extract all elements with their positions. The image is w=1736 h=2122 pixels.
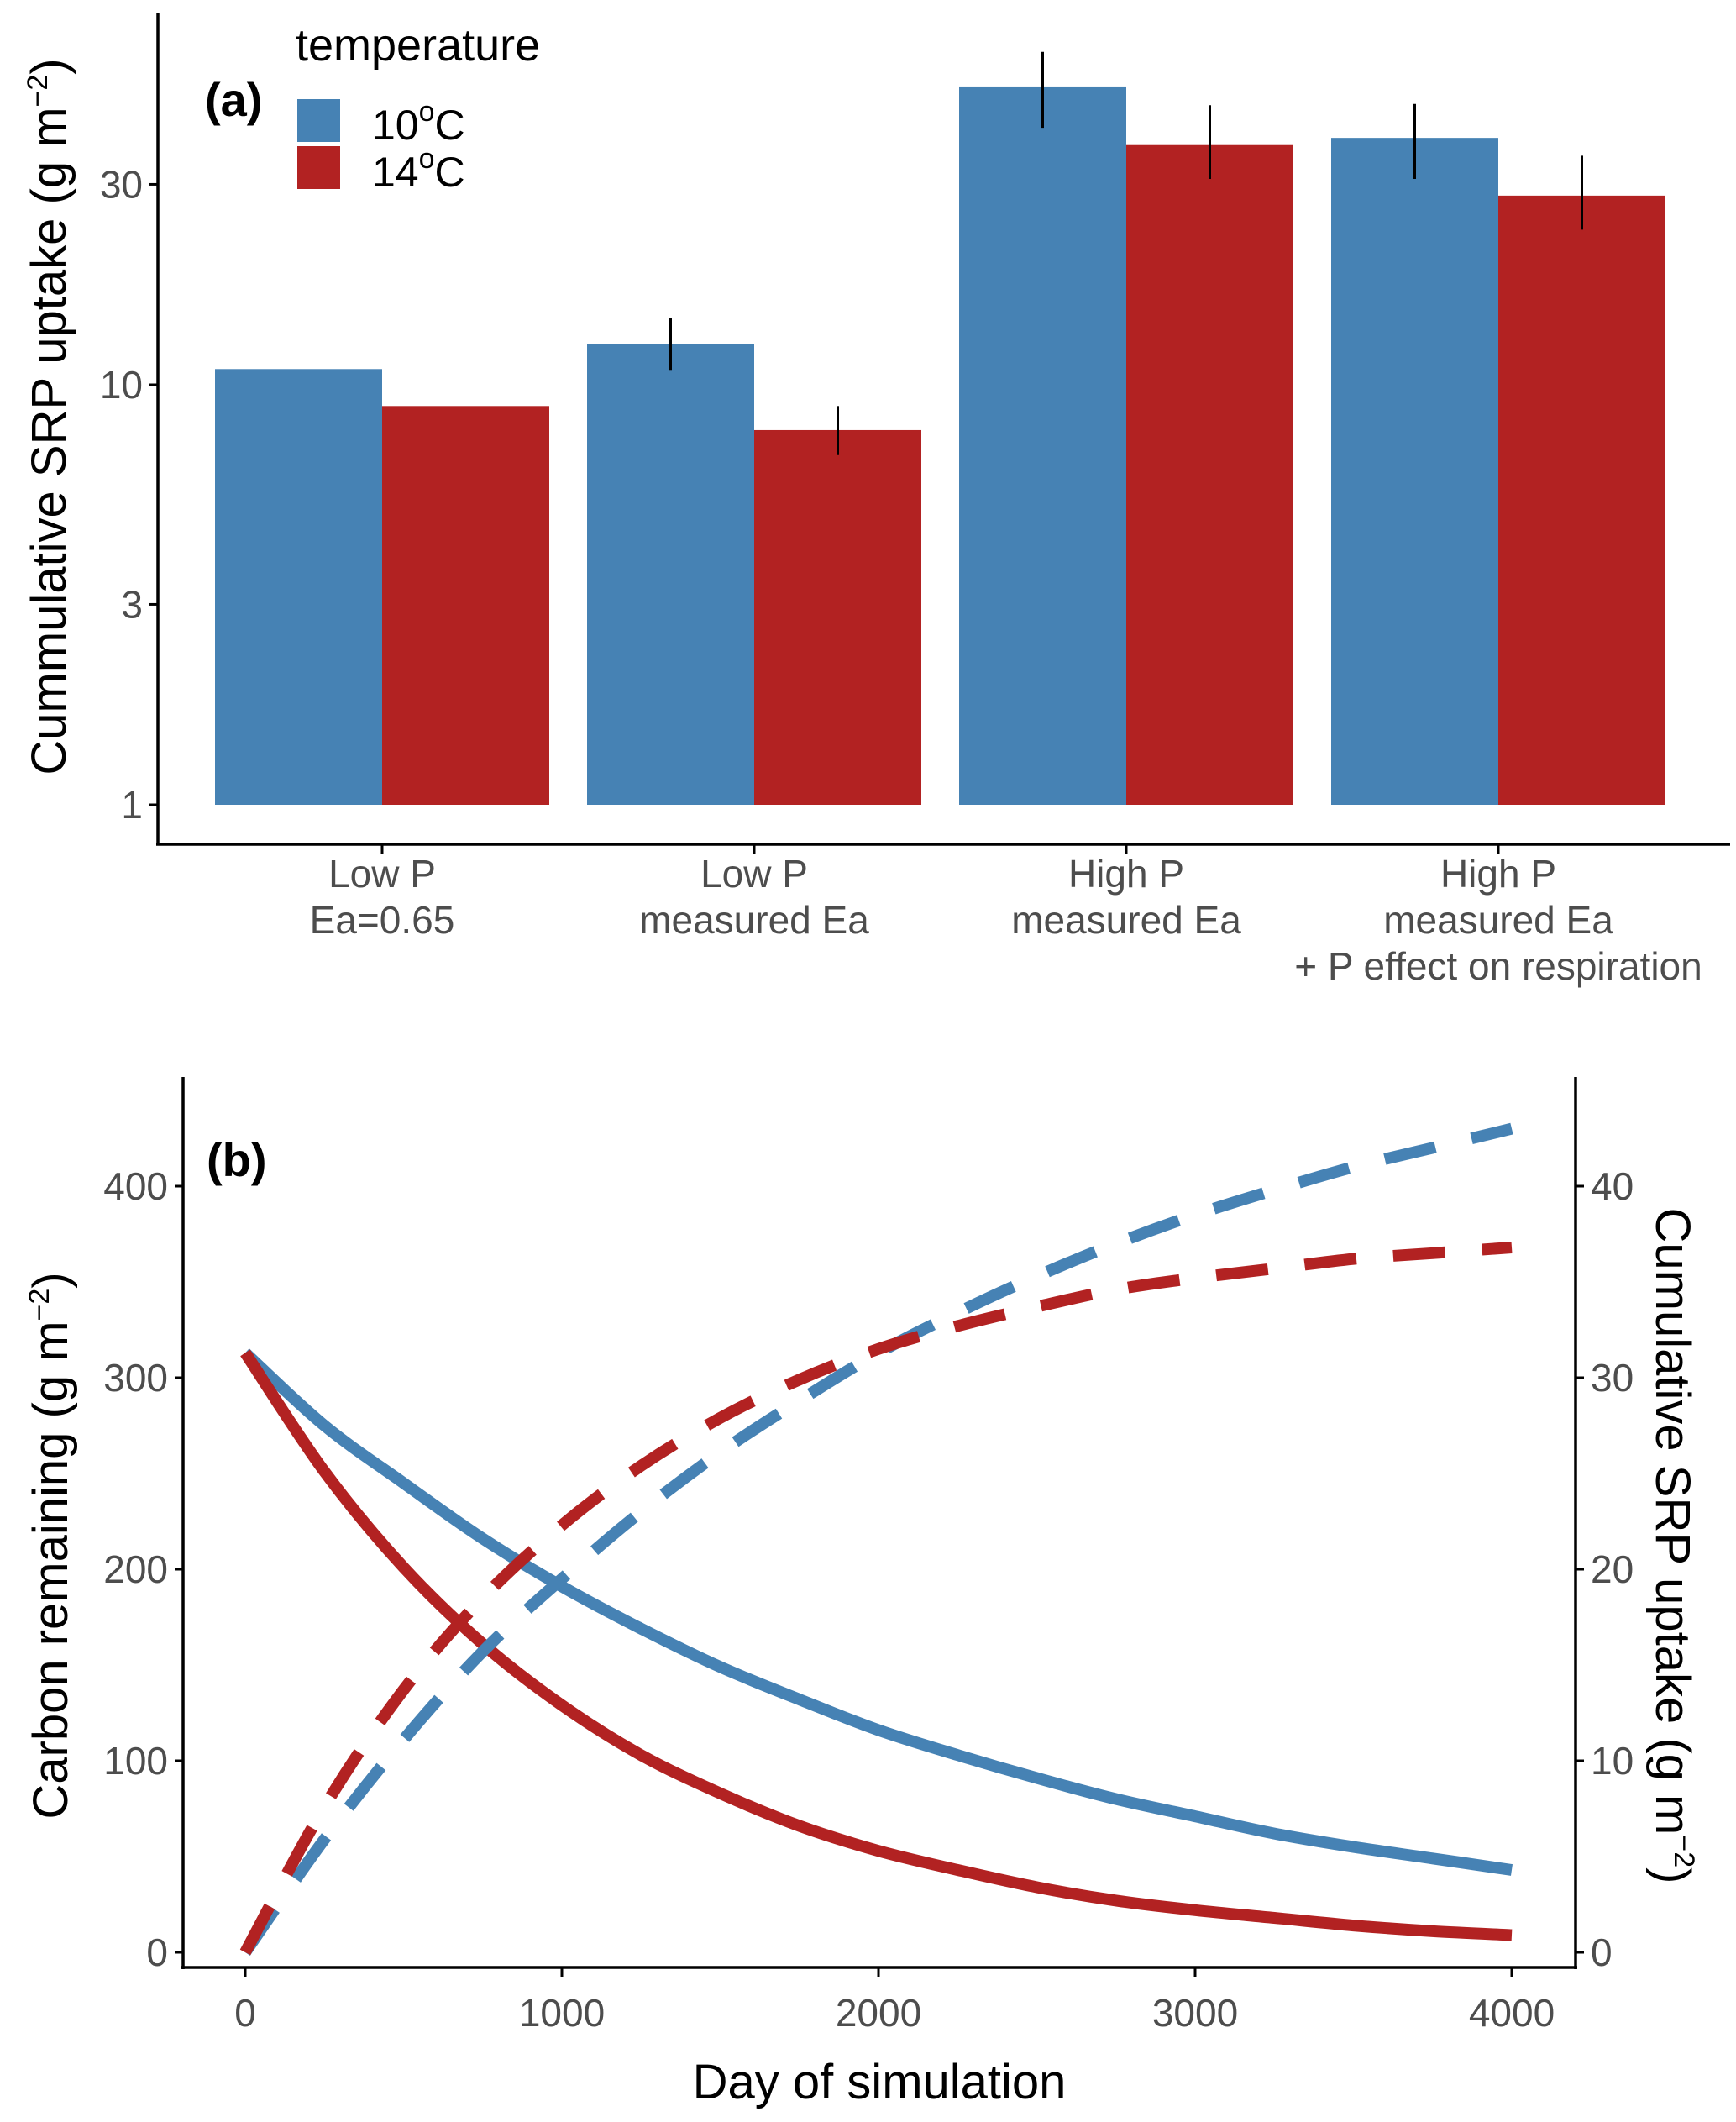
left-y-tick-label: 400 — [103, 1164, 168, 1208]
legend-label-14c: 14oC — [372, 143, 465, 196]
bar-10-c-0 — [215, 369, 382, 805]
legend-swatch-14c — [297, 146, 340, 189]
x-tick-label: 0 — [234, 1991, 256, 2035]
panel-label-a: (a) — [205, 73, 262, 126]
legend-label-10c: 10oC — [372, 96, 465, 149]
right-y-ticks: 0 10 20 30 40 — [1576, 1164, 1634, 1974]
x-tick-label: Low P Ea=0.65 — [310, 852, 455, 942]
y-tick-label: 1 — [121, 783, 143, 827]
line-cumulative-srp-uptake-10-c — [240, 1122, 1513, 1957]
right-y-tick-label: 30 — [1591, 1356, 1634, 1400]
bar-14-c-1 — [754, 429, 921, 805]
left-y-axis-title: Carbon remaining (g m−2) — [24, 1272, 78, 1819]
bar-10-c-3 — [1331, 138, 1498, 805]
right-y-tick-label: 0 — [1591, 1930, 1613, 1974]
bar-10-c-2 — [959, 86, 1126, 806]
line-carbon-remaining-14-c — [240, 1349, 1513, 1941]
error-bar-group — [669, 51, 1583, 455]
bar-group — [215, 86, 1665, 806]
left-y-ticks: 0 100 200 300 400 — [103, 1164, 183, 1974]
y-tick-label: 10 — [100, 363, 143, 407]
line-carbon-remaining-10-c — [241, 1348, 1513, 1876]
right-y-axis-title: Cumulative SRP uptake (g m−2) — [1645, 1208, 1700, 1884]
left-y-tick-label: 100 — [103, 1739, 168, 1783]
y-ticks: 1 3 10 30 — [100, 162, 158, 827]
left-y-tick-label: 0 — [146, 1930, 168, 1974]
x-axis-title: Day of simulation — [693, 2055, 1067, 2109]
x-tick-label: 1000 — [519, 1991, 605, 2035]
panel-b-line-chart: 0 100 200 300 400 0 10 20 30 40 0 1000 2000 3000 400… — [24, 1077, 1700, 2109]
series-lines — [239, 1122, 1513, 1957]
legend-title: temperature — [296, 20, 540, 71]
x-ticks: 0 1000 2000 3000 4000 — [234, 1967, 1555, 2035]
bar-14-c-2 — [1126, 144, 1293, 806]
right-y-tick-label: 20 — [1591, 1547, 1634, 1591]
bar-14-c-3 — [1498, 195, 1665, 806]
y-tick-label: 3 — [121, 582, 143, 626]
legend: temperature 10oC 14oC — [296, 20, 540, 196]
x-tick-label: 3000 — [1152, 1991, 1238, 2035]
x-tick-label: 2000 — [836, 1991, 921, 2035]
line-cumulative-srp-uptake-14-c — [239, 1242, 1513, 1956]
bar-14-c-0 — [382, 406, 549, 805]
right-y-tick-label: 10 — [1591, 1739, 1634, 1783]
panel-label-b: (b) — [207, 1133, 267, 1186]
right-y-tick-label: 40 — [1591, 1164, 1634, 1208]
legend-swatch-10c — [297, 99, 340, 142]
x-tick-label: 4000 — [1469, 1991, 1555, 2035]
left-y-tick-label: 200 — [103, 1547, 168, 1591]
y-axis-title: Cummulative SRP uptake (g m−2) — [22, 58, 76, 775]
y-tick-label: 30 — [100, 162, 143, 206]
bar-10-c-1 — [587, 344, 754, 805]
left-y-tick-label: 300 — [103, 1356, 168, 1400]
